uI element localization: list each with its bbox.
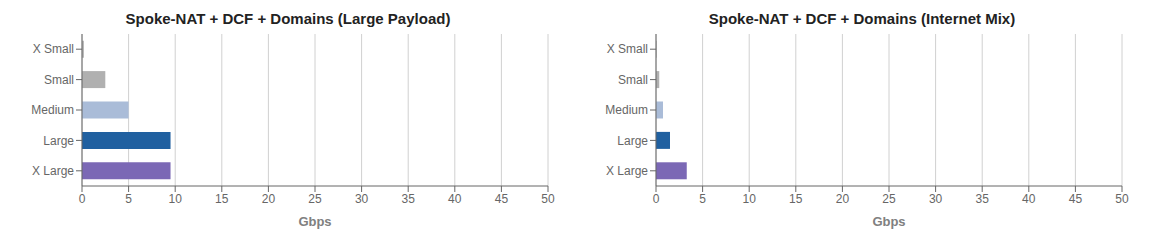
svg-text:50: 50: [1115, 192, 1129, 206]
svg-text:40: 40: [448, 192, 462, 206]
svg-text:Small: Small: [44, 73, 74, 87]
svg-text:30: 30: [355, 192, 369, 206]
svg-text:Medium: Medium: [605, 103, 648, 117]
svg-text:40: 40: [1022, 192, 1036, 206]
svg-text:20: 20: [836, 192, 850, 206]
svg-text:20: 20: [262, 192, 276, 206]
svg-text:Gbps: Gbps: [872, 214, 905, 229]
svg-text:X Small: X Small: [33, 42, 74, 56]
svg-text:X Large: X Large: [32, 164, 74, 178]
svg-text:5: 5: [125, 192, 132, 206]
svg-text:25: 25: [308, 192, 322, 206]
svg-text:Gbps: Gbps: [298, 214, 331, 229]
svg-text:Large: Large: [43, 134, 74, 148]
svg-text:Large: Large: [617, 134, 648, 148]
svg-text:25: 25: [882, 192, 896, 206]
svg-text:15: 15: [789, 192, 803, 206]
svg-text:35: 35: [402, 192, 416, 206]
svg-text:0: 0: [653, 192, 660, 206]
svg-text:10: 10: [169, 192, 183, 206]
svg-text:45: 45: [495, 192, 509, 206]
svg-text:5: 5: [699, 192, 706, 206]
svg-text:X Large: X Large: [606, 164, 648, 178]
svg-text:15: 15: [215, 192, 229, 206]
html-text:Spoke-NAT + DCF + Domains (Lar: Spoke-NAT + DCF + Domains (Large Payload…: [125, 10, 451, 27]
svg-text:50: 50: [541, 192, 555, 206]
svg-text:0: 0: [79, 192, 86, 206]
svg-text:Small: Small: [618, 73, 648, 87]
svg-text:45: 45: [1069, 192, 1083, 206]
svg-text:Medium: Medium: [31, 103, 74, 117]
svg-text:30: 30: [929, 192, 943, 206]
svg-text:35: 35: [976, 192, 990, 206]
html-text:Spoke-NAT + DCF + Domains (Int: Spoke-NAT + DCF + Domains (Internet Mix): [708, 10, 1016, 27]
svg-text:10: 10: [743, 192, 757, 206]
svg-text:X Small: X Small: [607, 42, 648, 56]
